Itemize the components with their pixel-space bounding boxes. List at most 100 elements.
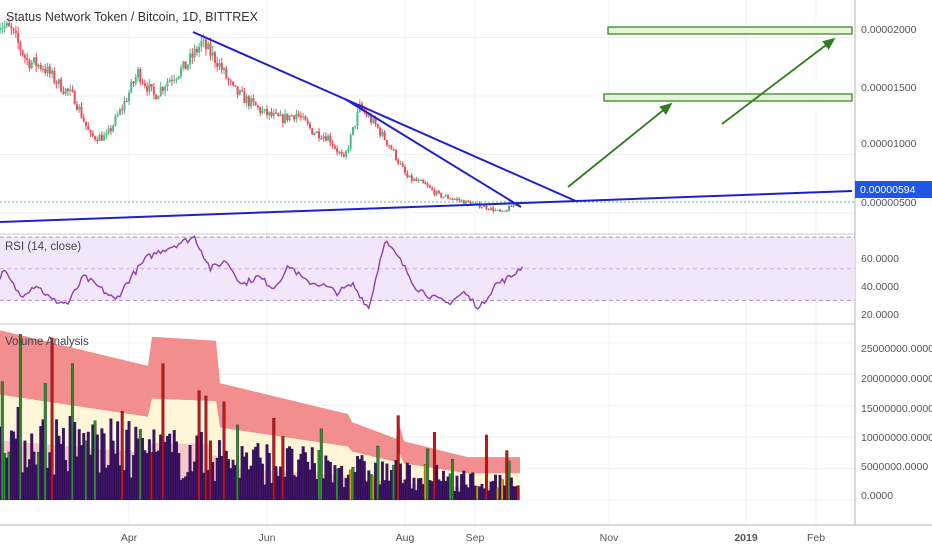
- volume-bar: [127, 421, 131, 501]
- candle-body: [193, 48, 196, 58]
- trendline-long-descending[interactable]: [192, 31, 579, 203]
- candle-body: [148, 83, 151, 92]
- candle-body: [130, 81, 133, 93]
- candle-body: [184, 61, 187, 70]
- candle-body: [460, 200, 463, 202]
- price-tick: 0.00002000: [861, 24, 917, 36]
- candle-body: [331, 143, 334, 146]
- candle-body: [385, 139, 388, 146]
- volume-bar: [222, 401, 226, 501]
- candle-body: [46, 66, 49, 73]
- candle-body: [333, 145, 336, 149]
- candle-body: [503, 210, 506, 212]
- candle-body: [159, 87, 162, 96]
- projection-arrow-lower[interactable]: [567, 102, 673, 188]
- rsi-label: RSI (14, close): [5, 241, 81, 253]
- chart-title: Status Network Token / Bitcoin, 1D, BITT…: [6, 10, 259, 24]
- candle-body: [512, 204, 515, 207]
- candle-body: [388, 145, 391, 147]
- trendlines[interactable]: [0, 31, 853, 223]
- candle-body: [250, 98, 253, 107]
- volume-bar: [120, 410, 124, 501]
- rsi-tick: 40.0000: [861, 281, 899, 293]
- candle-body: [406, 172, 409, 178]
- candle-body: [245, 96, 248, 104]
- candle-body: [383, 131, 386, 140]
- target-box-lower[interactable]: [603, 93, 853, 102]
- candle-body: [118, 109, 121, 115]
- candle-body: [161, 87, 164, 91]
- volume-bar: [272, 417, 276, 501]
- candle-body: [186, 64, 189, 70]
- candle-body: [87, 125, 90, 131]
- volume-bar: [236, 424, 240, 501]
- candle-body: [191, 53, 194, 58]
- candle-body: [180, 67, 183, 77]
- candle-body: [48, 66, 51, 74]
- candle-body: [408, 175, 411, 178]
- trendline-ascending-support[interactable]: [0, 190, 853, 223]
- candle-body: [241, 90, 244, 92]
- candle-body: [28, 59, 31, 69]
- candle-body: [270, 111, 273, 116]
- candle-body: [227, 78, 230, 81]
- candle-body: [324, 136, 327, 141]
- candle-body: [487, 208, 490, 210]
- volume-bar: [116, 421, 120, 501]
- trendline-short-descending[interactable]: [344, 98, 522, 208]
- candle-body: [107, 128, 110, 134]
- candle-body: [435, 191, 438, 195]
- candle-body: [465, 200, 468, 204]
- candle-body: [302, 116, 305, 118]
- candle-body: [80, 106, 83, 118]
- candle-body: [30, 62, 33, 69]
- candle-body: [94, 136, 97, 140]
- candle-body: [232, 81, 235, 86]
- candle-body: [354, 125, 357, 127]
- candle-body: [272, 112, 275, 116]
- candle-body: [146, 86, 149, 92]
- candle-body: [313, 133, 316, 135]
- candle-body: [268, 111, 271, 116]
- candle-body: [42, 68, 45, 70]
- candle-body: [476, 202, 479, 204]
- candle-body: [164, 86, 167, 91]
- candle-body: [338, 152, 341, 154]
- candle-body: [308, 123, 311, 129]
- volume-bar: [267, 452, 271, 501]
- candle-body: [69, 89, 72, 92]
- candle-body: [209, 43, 212, 56]
- volume-bar: [161, 363, 165, 501]
- volume-bar: [484, 434, 488, 501]
- volume-bar: [376, 445, 380, 501]
- candle-body: [492, 207, 495, 212]
- candle-body: [297, 113, 300, 116]
- candle-body: [266, 109, 268, 116]
- time-tick: 2019: [734, 532, 758, 544]
- time-tick: Nov: [600, 532, 619, 544]
- target-box-upper[interactable]: [607, 26, 853, 35]
- candle-body: [327, 135, 330, 141]
- candle-body: [370, 115, 373, 123]
- candle-body: [62, 91, 65, 94]
- candle-body: [431, 187, 434, 190]
- candle-body: [10, 26, 13, 29]
- candle-body: [342, 154, 345, 157]
- candle-body: [318, 131, 321, 139]
- candle-body: [295, 113, 298, 120]
- candle-body: [514, 204, 517, 206]
- current-price-badge: [855, 181, 932, 198]
- candle-body: [347, 148, 350, 152]
- volume-tick: 15000000.0000: [861, 403, 932, 415]
- candle-body: [247, 96, 250, 107]
- rsi-tick: 20.0000: [861, 309, 899, 321]
- candle-body: [238, 90, 241, 95]
- volume-bar: [290, 448, 294, 501]
- projection-arrow-upper[interactable]: [721, 37, 836, 125]
- candle-body: [508, 206, 511, 212]
- volume-tick: 10000000.0000: [861, 432, 932, 444]
- candle-body: [21, 50, 24, 56]
- candle-body: [483, 205, 486, 208]
- candle-body: [225, 68, 228, 79]
- candle-body: [458, 198, 461, 201]
